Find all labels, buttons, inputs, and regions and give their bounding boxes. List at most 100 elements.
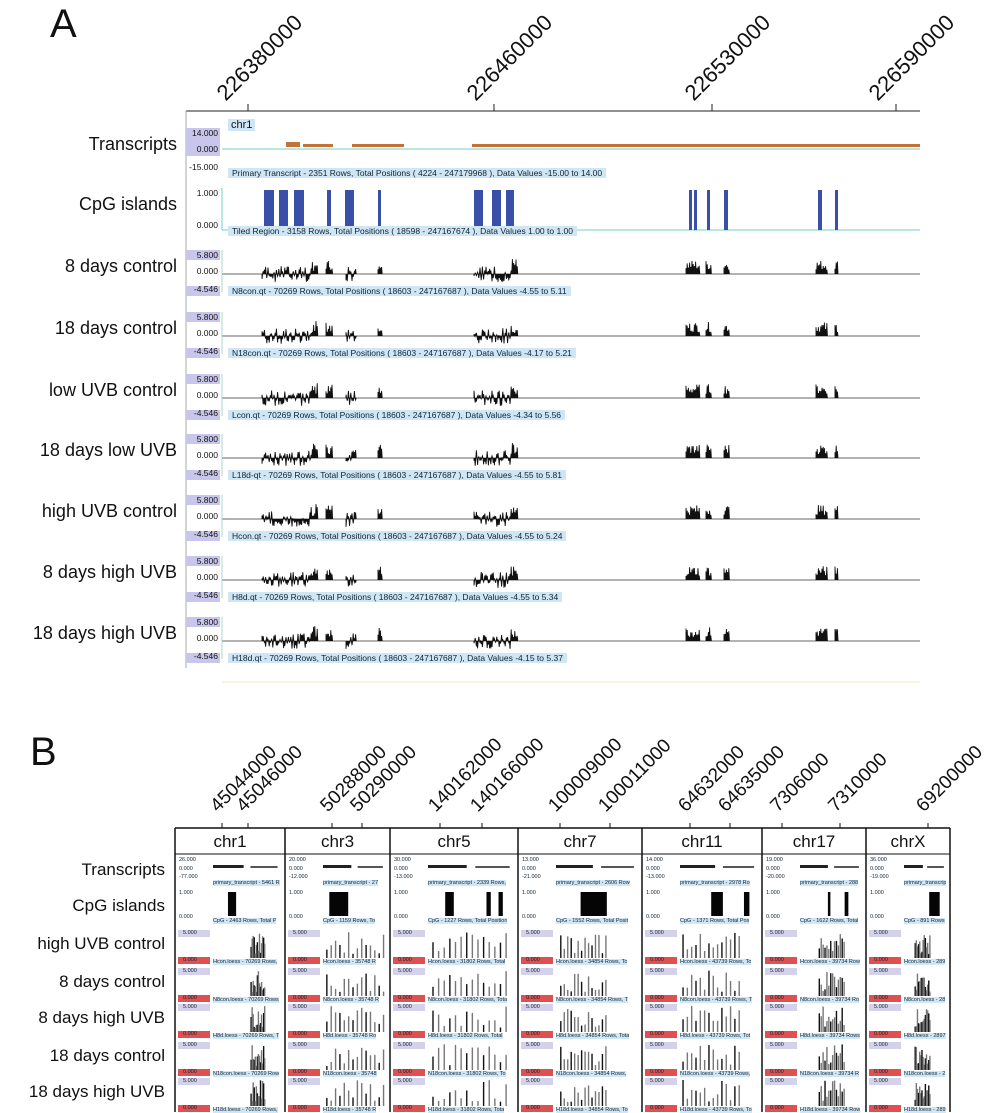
y-tick-top: 5.000 bbox=[650, 1078, 664, 1084]
signal-bar bbox=[259, 1023, 262, 1032]
signal-bar bbox=[835, 1052, 838, 1070]
signal-bar bbox=[584, 991, 586, 996]
signal-bar bbox=[921, 951, 923, 958]
signal-peak bbox=[685, 323, 701, 337]
y-tick-mid: 0.000 bbox=[196, 144, 218, 154]
y-tick-bot: 0.000 bbox=[874, 995, 888, 1001]
signal-peak bbox=[473, 443, 519, 466]
signal-peak bbox=[705, 321, 712, 337]
signal-bar bbox=[259, 952, 262, 958]
track-info: CpG - 1371 Rows, Total Pos bbox=[680, 918, 750, 924]
signal-bar bbox=[334, 940, 337, 958]
y-band-red bbox=[645, 1069, 677, 1076]
signal-bar bbox=[254, 1056, 256, 1070]
signal-bar bbox=[253, 1059, 255, 1070]
track-info: Hcon.loess - 70269 Rows, bbox=[213, 959, 278, 965]
signal-bar bbox=[251, 991, 253, 996]
y-band bbox=[178, 1078, 210, 1085]
signal-peak bbox=[473, 507, 519, 527]
signal-bar bbox=[356, 1010, 359, 1032]
signal-peak bbox=[834, 386, 839, 399]
signal-bar bbox=[828, 1090, 830, 1106]
signal-bar bbox=[729, 981, 732, 996]
y-tick-bot: 0.000 bbox=[770, 1031, 784, 1037]
signal-bar bbox=[482, 1055, 485, 1070]
signal-bar bbox=[260, 1014, 263, 1032]
signal-bar bbox=[914, 943, 916, 958]
y-tick-top: 5.800 bbox=[196, 434, 218, 444]
signal-bar bbox=[334, 1048, 337, 1070]
track-info: H8d.loess - 43739 Rows, Tot bbox=[680, 1033, 751, 1039]
y-band-red bbox=[765, 1069, 797, 1076]
signal-peak bbox=[261, 626, 319, 649]
signal-bar bbox=[330, 1061, 332, 1070]
cpg-island bbox=[689, 190, 692, 230]
y-tick-top: 5.000 bbox=[874, 1004, 888, 1010]
signal-bar bbox=[326, 949, 328, 958]
track-info: Hcon.loess - 35748 R bbox=[323, 959, 376, 965]
signal-peak bbox=[834, 261, 839, 275]
y-tick-bot: -4.546 bbox=[193, 468, 218, 478]
y-tick-mid: 0.000 bbox=[646, 866, 660, 872]
signal-bar bbox=[494, 1098, 496, 1106]
y-band-red bbox=[645, 1031, 677, 1038]
signal-bar bbox=[432, 1096, 434, 1106]
signal-bar bbox=[594, 1026, 597, 1032]
signal-bar bbox=[258, 983, 261, 996]
signal-bar bbox=[605, 935, 607, 958]
signal-bar bbox=[466, 984, 468, 996]
y-tick-mid: 0.000 bbox=[196, 450, 218, 460]
chromosome-label: chr5 bbox=[437, 832, 471, 851]
y-tick-bot: 0.000 bbox=[196, 220, 218, 230]
signal-bar bbox=[251, 1100, 253, 1106]
signal-bar bbox=[591, 988, 593, 996]
signal-bar bbox=[822, 1006, 824, 1032]
row-label: 8 days high UVB bbox=[38, 1008, 165, 1027]
y-tick-top: 1.000 bbox=[196, 188, 218, 198]
signal-peak bbox=[473, 629, 519, 649]
transcript-bar bbox=[428, 865, 467, 868]
signal-bar bbox=[257, 950, 260, 958]
signal-bar bbox=[928, 980, 930, 996]
cpg-island bbox=[743, 892, 750, 916]
signal-peak bbox=[473, 259, 519, 282]
y-band bbox=[765, 968, 797, 975]
signal-bar bbox=[729, 1100, 732, 1106]
signal-bar bbox=[734, 1086, 736, 1106]
signal-bar bbox=[570, 1101, 572, 1106]
y-tick-top: 20.000 bbox=[289, 857, 306, 863]
signal-bar bbox=[725, 936, 727, 958]
signal-bar bbox=[254, 1027, 256, 1032]
signal-bar bbox=[703, 1059, 706, 1070]
transcript-bar bbox=[323, 865, 352, 868]
track-info: N18con.loess - 2 bbox=[904, 1071, 946, 1077]
signal-bar bbox=[365, 944, 367, 958]
signal-bar bbox=[598, 1061, 600, 1070]
signal-bar bbox=[374, 950, 376, 958]
y-band-red bbox=[869, 995, 901, 1002]
signal-peak bbox=[345, 450, 357, 462]
signal-bar bbox=[738, 1010, 740, 1032]
cpg-island bbox=[694, 190, 697, 230]
signal-bar bbox=[251, 1007, 253, 1032]
signal-peak bbox=[685, 384, 701, 399]
signal-bar bbox=[820, 1016, 822, 1032]
signal-bar bbox=[577, 1017, 579, 1032]
signal-bar bbox=[563, 948, 565, 958]
row-label: 8 days control bbox=[59, 972, 165, 991]
y-tick-bot: 0.000 bbox=[650, 1031, 664, 1037]
y-tick-top: 1.000 bbox=[394, 890, 408, 896]
y-band-red bbox=[645, 957, 677, 964]
signal-bar bbox=[560, 1091, 562, 1106]
signal-bar bbox=[382, 1084, 385, 1106]
signal-bar bbox=[929, 1020, 931, 1032]
signal-bar bbox=[352, 1020, 354, 1032]
signal-bar bbox=[454, 1015, 457, 1032]
y-tick-top: 5.000 bbox=[874, 930, 888, 936]
signal-peak bbox=[377, 266, 383, 275]
signal-bar bbox=[833, 1080, 836, 1106]
signal-bar bbox=[573, 1016, 576, 1032]
track-info: primary_transcript - 2606 Row bbox=[556, 880, 630, 886]
y-band bbox=[288, 1004, 320, 1011]
signal-bar bbox=[924, 1083, 927, 1106]
